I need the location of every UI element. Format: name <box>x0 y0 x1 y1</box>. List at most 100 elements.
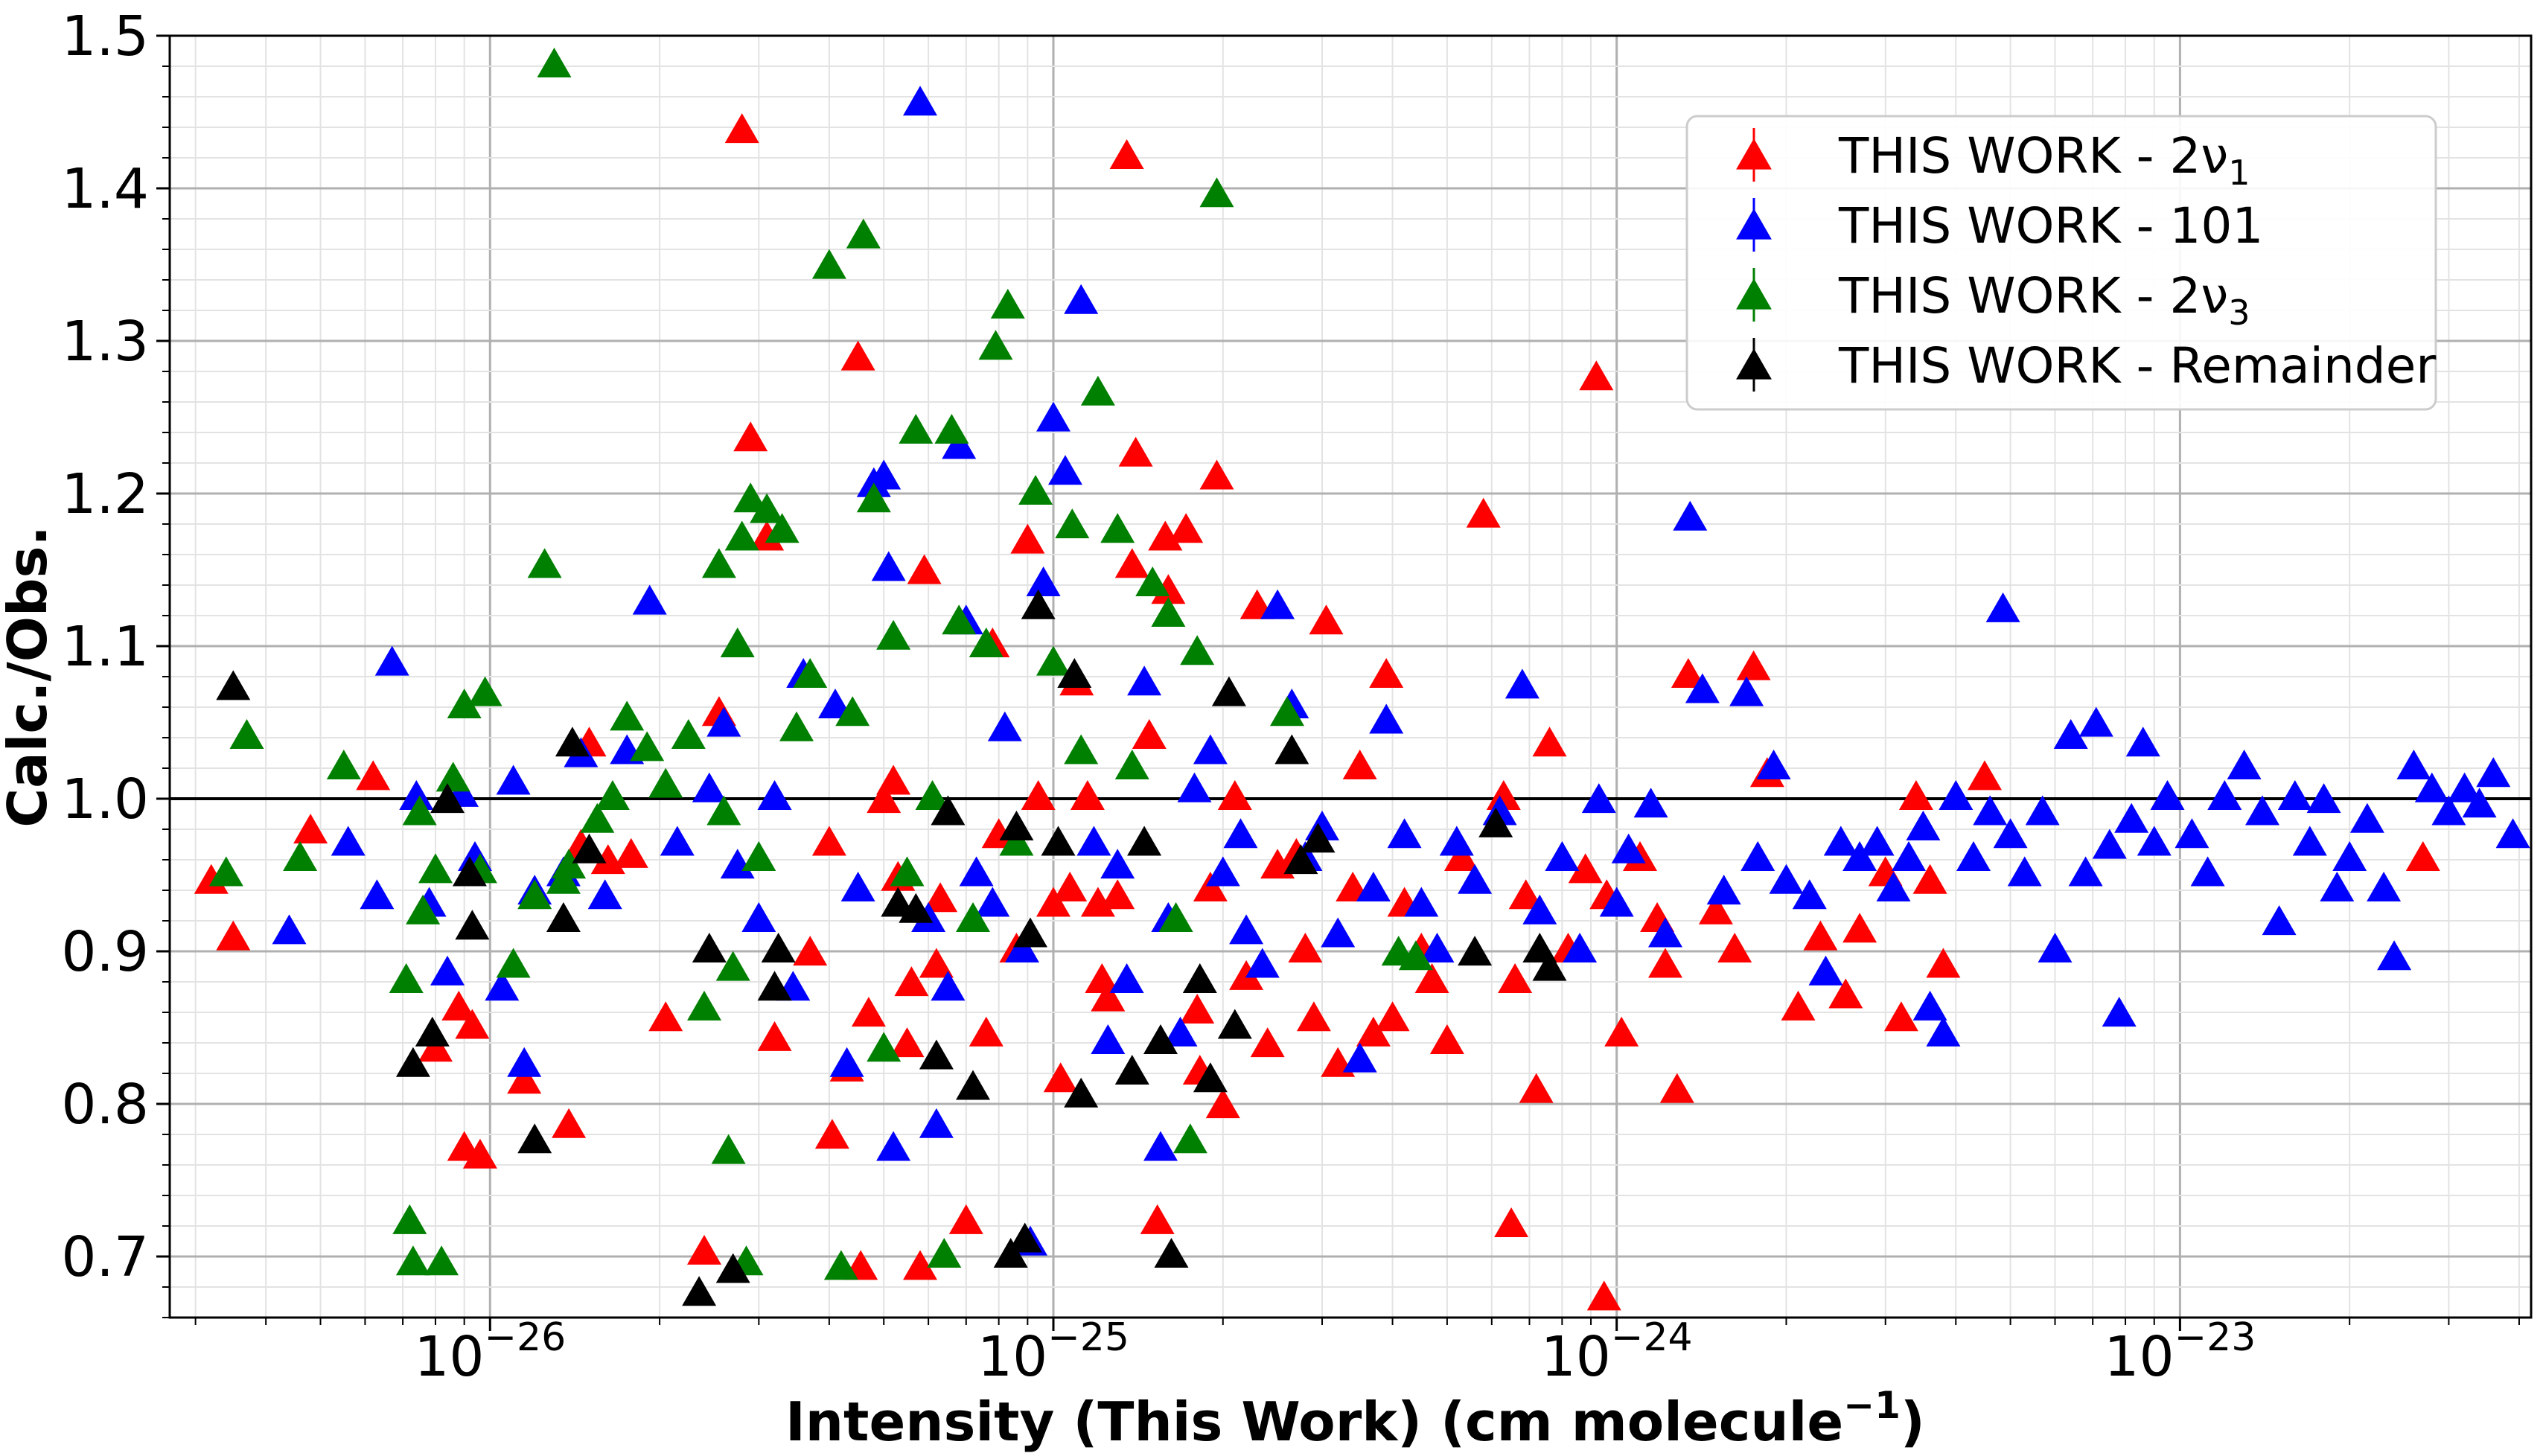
data-point <box>2137 826 2172 856</box>
data-point <box>1892 841 1926 871</box>
data-point <box>1288 933 1323 962</box>
data-point <box>1080 887 1115 917</box>
data-point <box>1199 459 1234 490</box>
data-point <box>2114 802 2149 833</box>
data-point <box>890 856 925 887</box>
data-point <box>846 218 881 249</box>
data-point <box>1180 994 1215 1024</box>
data-point <box>1342 1042 1377 1073</box>
data-point <box>447 689 482 718</box>
data-point <box>682 1276 717 1306</box>
data-point <box>715 951 750 981</box>
legend-label-text: THIS WORK - 2ν <box>1838 127 2228 185</box>
data-point <box>1673 500 1708 531</box>
data-point <box>934 414 969 444</box>
data-point <box>1041 826 1076 856</box>
data-point <box>1633 788 1668 818</box>
y-tick-label: 1.5 <box>61 4 149 68</box>
legend-label-text: THIS WORK - Remainder <box>1838 337 2437 395</box>
data-point <box>389 963 424 993</box>
data-point <box>1439 826 1474 856</box>
y-axis-label: Calc./Obs. <box>0 526 59 827</box>
data-points <box>194 48 2530 1311</box>
data-point <box>1064 1077 1099 1108</box>
series-3-points <box>208 48 1433 1280</box>
data-point <box>1118 436 1153 467</box>
data-point <box>208 856 243 887</box>
series-2-points <box>272 86 2530 1256</box>
legend-label: THIS WORK - 101 <box>1838 197 2263 255</box>
data-point <box>1274 734 1309 764</box>
data-point <box>632 584 667 615</box>
data-point <box>1036 887 1071 917</box>
data-point <box>2476 757 2511 788</box>
data-point <box>1229 914 1264 945</box>
data-point <box>993 1238 1028 1268</box>
data-point <box>587 879 622 910</box>
data-point <box>969 628 1004 657</box>
data-point <box>1143 1131 1178 1161</box>
data-point <box>793 936 828 966</box>
data-point <box>1860 826 1895 856</box>
data-point <box>507 1064 542 1094</box>
data-point <box>1356 872 1391 901</box>
data-point <box>1229 960 1264 990</box>
data-point <box>867 783 902 814</box>
data-point <box>706 706 741 737</box>
data-point <box>757 971 792 1001</box>
legend-label-subscript: 3 <box>2228 293 2250 333</box>
data-point <box>1912 990 1947 1021</box>
data-point <box>1076 826 1111 856</box>
data-point <box>610 700 645 731</box>
data-point <box>757 780 792 810</box>
data-point <box>829 1047 864 1077</box>
data-point <box>811 826 846 856</box>
data-point <box>1021 780 1056 810</box>
data-point <box>517 1123 552 1154</box>
data-point <box>424 1245 459 1276</box>
data-point <box>1736 650 1771 680</box>
data-point <box>1057 658 1092 688</box>
data-point <box>1151 597 1186 627</box>
legend-label-text: THIS WORK - 101 <box>1838 197 2263 255</box>
data-point <box>1053 872 1088 901</box>
data-point <box>1283 844 1318 875</box>
y-tick-label: 1.2 <box>61 462 149 526</box>
data-point <box>430 955 465 986</box>
data-point <box>999 826 1034 856</box>
data-point <box>1458 936 1493 966</box>
data-point <box>1563 933 1598 962</box>
data-point <box>2377 940 2412 971</box>
data-point <box>720 628 755 657</box>
data-point <box>715 1253 750 1283</box>
data-point <box>2092 828 2127 859</box>
data-point <box>2292 826 2327 856</box>
data-point <box>2102 997 2137 1027</box>
data-point <box>1486 780 1521 810</box>
data-point <box>793 658 828 688</box>
data-point <box>899 414 934 444</box>
data-point <box>555 727 590 757</box>
data-point <box>2414 772 2449 802</box>
data-point <box>2332 841 2367 871</box>
data-point <box>1956 841 1991 871</box>
data-point <box>923 882 958 913</box>
data-point <box>527 548 562 578</box>
data-point <box>903 86 937 116</box>
data-point <box>2262 905 2297 936</box>
data-point <box>999 811 1034 840</box>
data-point <box>1926 1016 1961 1047</box>
data-point <box>931 795 966 826</box>
data-point <box>956 1070 990 1100</box>
y-tick-label: 0.8 <box>61 1073 149 1137</box>
legend-label: THIS WORK - 2ν3 <box>1838 267 2250 333</box>
data-point <box>1193 1062 1228 1093</box>
x-tick-base: 10 <box>1541 1325 1611 1389</box>
x-tick-exponent: −26 <box>484 1315 566 1360</box>
data-point <box>2277 780 2312 810</box>
data-point <box>1478 807 1513 837</box>
data-point <box>331 826 366 856</box>
data-point <box>1321 917 1356 948</box>
data-point <box>1245 948 1280 978</box>
data-point <box>1586 1280 1621 1311</box>
